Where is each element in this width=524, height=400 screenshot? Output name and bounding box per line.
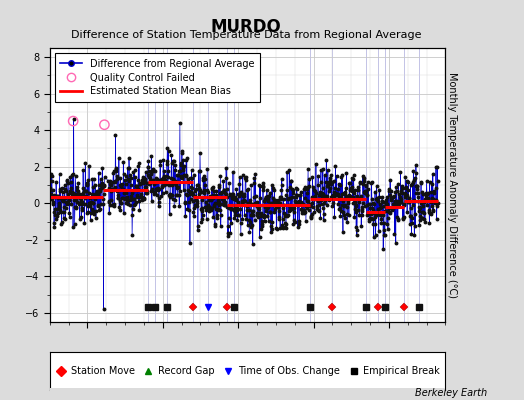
- Legend: Difference from Regional Average, Quality Control Failed, Estimated Station Mean: Difference from Regional Average, Qualit…: [54, 53, 260, 102]
- Text: Difference of Station Temperature Data from Regional Average: Difference of Station Temperature Data f…: [71, 30, 421, 40]
- Point: [100, 122, 108, 128]
- Point: [69, 118, 78, 124]
- Text: Berkeley Earth: Berkeley Earth: [415, 388, 487, 398]
- Legend: Station Move, Record Gap, Time of Obs. Change, Empirical Break: Station Move, Record Gap, Time of Obs. C…: [52, 363, 443, 379]
- Y-axis label: Monthly Temperature Anomaly Difference (°C): Monthly Temperature Anomaly Difference (…: [446, 72, 456, 298]
- Text: MURDO: MURDO: [211, 18, 282, 36]
